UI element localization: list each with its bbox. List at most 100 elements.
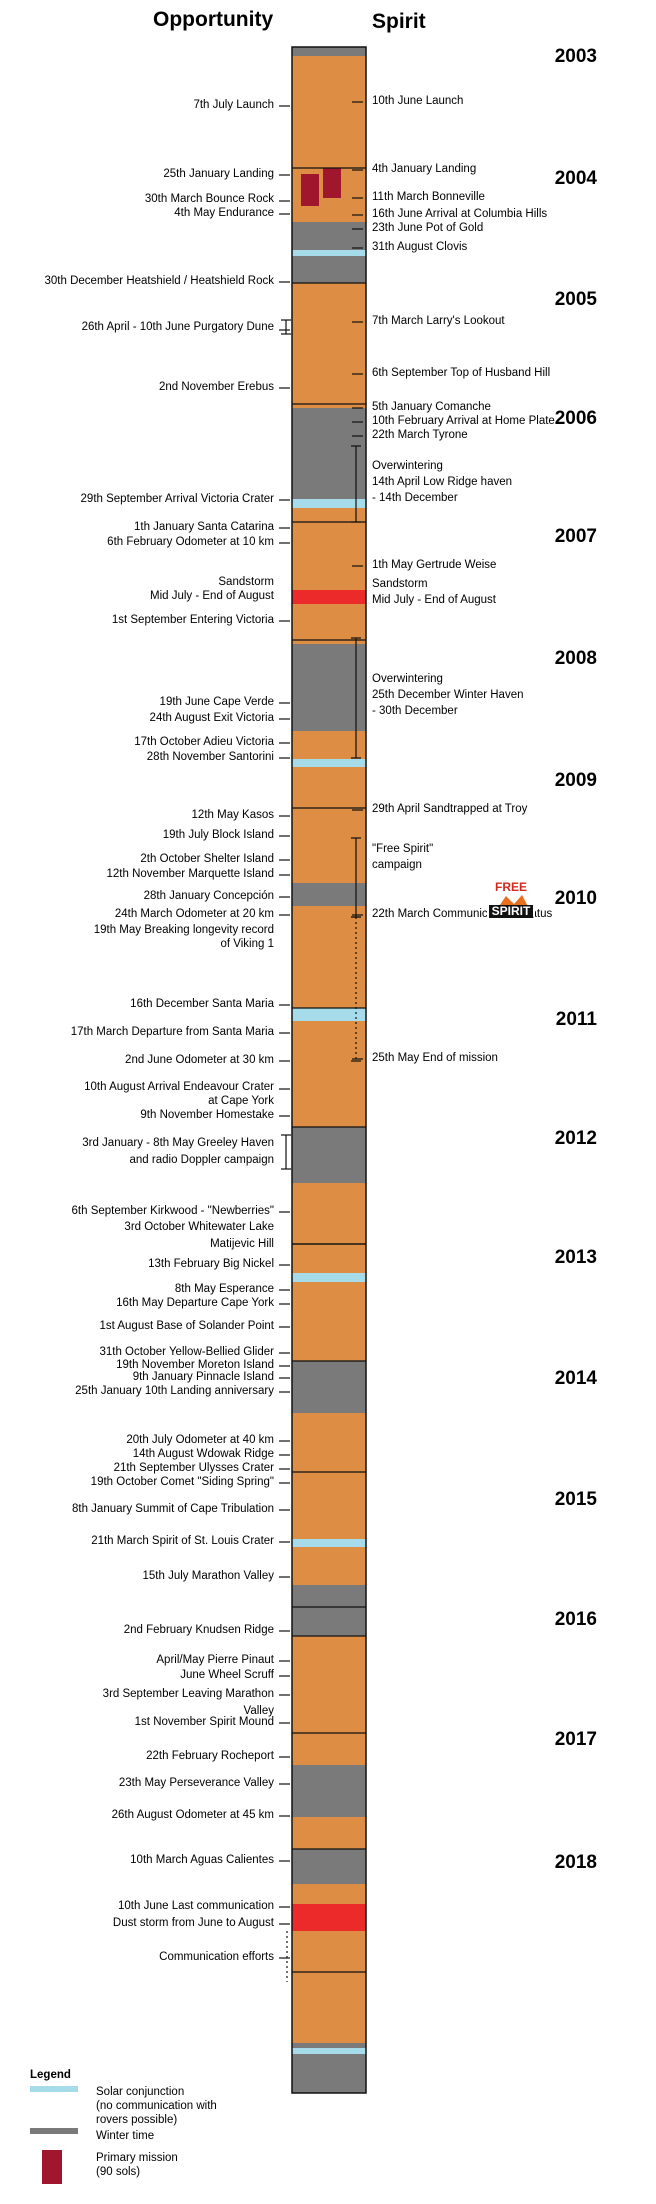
event-text-line: 31th October Yellow-Bellied Glider	[99, 1346, 274, 1358]
legend-text-line: Primary mission	[96, 2152, 178, 2164]
bar-segment-winter	[292, 47, 366, 56]
free-spirit-logo-band	[489, 905, 533, 918]
opportunity-event: 20th July Odometer at 40 km	[126, 1434, 274, 1446]
opportunity-event: 12th May Kasos	[192, 809, 275, 821]
opportunity-event: 25th January 10th Landing anniversary	[75, 1385, 274, 1397]
year-label: 2013	[555, 1247, 597, 1268]
event-text-line: - 30th December	[372, 705, 458, 717]
event-text-line: 2nd February Knudsen Ridge	[124, 1624, 274, 1636]
bar-segment-conjunction	[292, 1273, 366, 1282]
event-text-line: 4th May Endurance	[174, 207, 274, 219]
bar-segment-winter	[292, 1849, 366, 1884]
bar-segment-active	[292, 604, 366, 644]
event-text-line: 15th July Marathon Valley	[143, 1570, 275, 1582]
primary-mission-opportunity	[301, 174, 319, 206]
event-text-line: Overwintering	[372, 673, 443, 685]
opportunity-event: 10th March Aguas Calientes	[130, 1854, 274, 1866]
primary-mission-spirit	[323, 168, 341, 198]
legend-swatch-primary	[42, 2150, 62, 2184]
legend-swatch-winter	[30, 2128, 78, 2134]
event-text-line: 1st November Spirit Mound	[135, 1716, 274, 1728]
event-text-line: 1st August Base of Solander Point	[99, 1320, 274, 1332]
opportunity-event: 8th January Summit of Cape Tribulation	[72, 1503, 274, 1515]
event-text-line: 19th October Comet "Siding Spring"	[91, 1476, 274, 1488]
opportunity-event: 16th May Departure Cape York	[116, 1297, 274, 1309]
event-text-line: 29th September Arrival Victoria Crater	[81, 493, 275, 505]
event-text-line: 12th November Marquette Island	[107, 868, 274, 880]
event-text-line: 25th May End of mission	[372, 1052, 498, 1064]
spirit-event: Sandstorm Mid July - End of August	[372, 578, 497, 606]
event-text-line: of Viking 1	[221, 938, 275, 950]
event-text-line: 10th June Launch	[372, 95, 463, 107]
opportunity-event: 26th April - 10th June Purgatory Dune	[82, 321, 274, 333]
opportunity-event: 28th November Santorini	[147, 751, 274, 763]
bar-segment-active	[292, 731, 366, 759]
year-label: 2014	[555, 1368, 598, 1389]
spirit-event: 10th February Arrival at Home Plate	[372, 415, 555, 427]
bar-segment-winter	[292, 1585, 366, 1607]
event-text-line: Communication efforts	[159, 1951, 274, 1963]
opportunity-event: 12th November Marquette Island	[107, 868, 274, 880]
bar-segment-conjunction	[292, 1539, 366, 1547]
event-text-line: 1st September Entering Victoria	[112, 614, 275, 626]
opportunity-event: 14th August Wdowak Ridge	[133, 1448, 274, 1460]
opportunity-event: 10th August Arrival Endeavour Crater at C…	[84, 1081, 274, 1107]
legend-text-line: (no communication with	[96, 2100, 217, 2112]
bar-segment-active	[292, 1817, 366, 1849]
opportunity-event: 19th July Block Island	[163, 829, 274, 841]
opportunity-event: 4th May Endurance	[174, 207, 274, 219]
spirit-event: 5th January Comanche	[372, 401, 491, 413]
legend-label-winter: Winter time	[96, 2130, 154, 2142]
event-text-line: 28th January Concepción	[144, 890, 274, 902]
opportunity-event: 2th October Shelter Island	[140, 853, 274, 865]
year-label: 2006	[555, 408, 597, 429]
opportunity-event: 17th March Departure from Santa Maria	[71, 1026, 275, 1038]
event-text-line: 8th May Esperance	[175, 1283, 274, 1295]
bar-segment-winter	[292, 883, 366, 906]
spirit-event: 7th March Larry's Lookout	[372, 315, 505, 327]
event-text-line: 26th April - 10th June Purgatory Dune	[82, 321, 274, 333]
legend-swatch-conjunction	[30, 2086, 78, 2092]
bar-segment-conjunction	[292, 759, 366, 767]
event-text-line: at Cape York	[208, 1095, 274, 1107]
opportunity-event: 13th February Big Nickel	[148, 1258, 274, 1270]
header-spirit: Spirit	[372, 10, 426, 33]
event-text-line: 20th July Odometer at 40 km	[126, 1434, 274, 1446]
event-text-line: 3rd January - 8th May Greeley Haven	[82, 1137, 274, 1149]
event-text-line: Matijevic Hill	[210, 1238, 274, 1250]
opportunity-event: 2nd November Erebus	[159, 381, 274, 393]
event-text-line: 31th August Clovis	[372, 241, 468, 253]
event-text-line: 29th April Sandtrapped at Troy	[372, 803, 528, 815]
event-text-line: Mid July - End of August	[150, 590, 275, 602]
event-text-line: 6th February Odometer at 10 km	[107, 536, 274, 548]
event-text-line: 21th September Ulysses Crater	[114, 1462, 275, 1474]
opportunity-event: April/May Pierre Pinaut	[156, 1654, 274, 1666]
event-text-line: Valley	[244, 1705, 275, 1717]
legend-title: Legend	[30, 2069, 71, 2081]
opportunity-event: 22th February Rocheport	[146, 1750, 275, 1762]
event-text-line: Sandstorm	[218, 576, 274, 588]
opportunity-event: 6th February Odometer at 10 km	[107, 536, 274, 548]
opportunity-event: 16th December Santa Maria	[130, 998, 274, 1010]
event-text-line: 16th June Arrival at Columbia Hills	[372, 208, 547, 220]
bar-segment-conjunction	[292, 1008, 366, 1021]
year-label: 2009	[555, 770, 597, 791]
event-text-line: 7th July Launch	[193, 99, 274, 111]
opportunity-event: 6th September Kirkwood - "Newberries"	[72, 1205, 274, 1217]
event-text-line: April/May Pierre Pinaut	[156, 1654, 274, 1666]
free-spirit-logo-top: FREE	[495, 880, 527, 894]
opportunity-event: 26th August Odometer at 45 km	[112, 1809, 274, 1821]
bar-segment-winter	[292, 2054, 366, 2093]
header-opportunity: Opportunity	[153, 8, 273, 31]
legend-text-line: (90 sols)	[96, 2166, 140, 2178]
opportunity-event: June Wheel Scruff	[180, 1669, 275, 1681]
bar-segment-conjunction	[292, 499, 366, 508]
bar-segment-active	[292, 508, 366, 590]
event-text-line: 25th December Winter Haven	[372, 689, 523, 701]
opportunity-event: 3rd October Whitewater Lake Matijevic Hil…	[124, 1221, 274, 1250]
event-text-line: 26th August Odometer at 45 km	[112, 1809, 274, 1821]
timeline-bar-outline	[291, 46, 367, 2094]
bar-segment-active	[292, 1636, 366, 1733]
event-text-line: 2nd November Erebus	[159, 381, 274, 393]
spirit-event: 16th June Arrival at Columbia Hills	[372, 208, 547, 220]
